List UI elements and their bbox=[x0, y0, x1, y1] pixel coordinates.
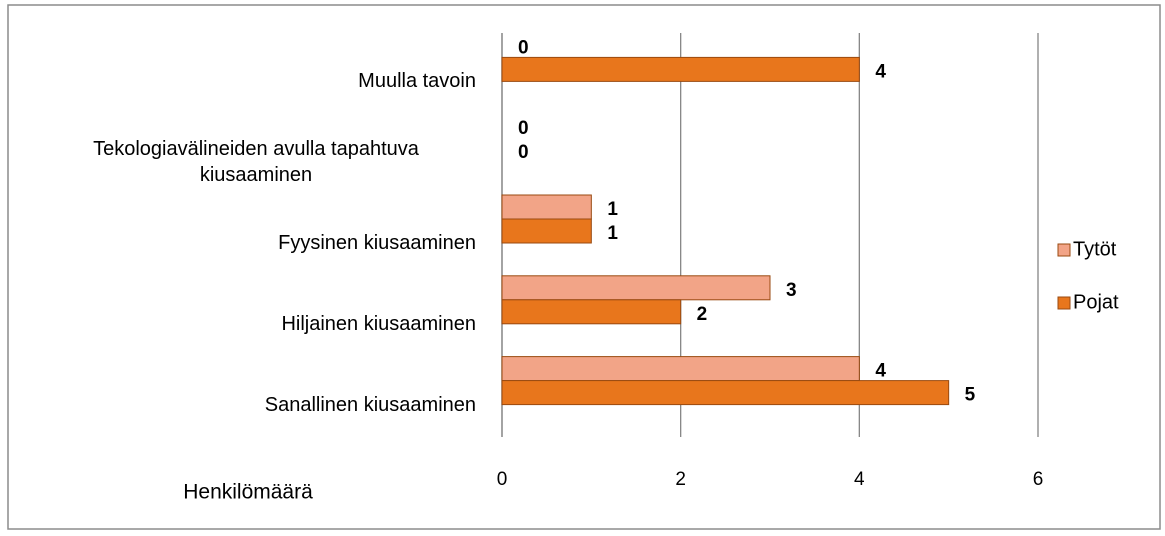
chart-border bbox=[7, 4, 1161, 530]
bar bbox=[501, 356, 860, 382]
y-tick-label: Sanallinen kiusaaminen bbox=[264, 393, 476, 416]
y-tick-label: Hiljainen kiusaaminen bbox=[281, 312, 476, 335]
data-label: 0 bbox=[518, 118, 529, 139]
legend-swatch bbox=[1057, 296, 1071, 310]
data-label: 0 bbox=[518, 142, 529, 163]
legend-label: Tytöt bbox=[1073, 238, 1117, 260]
x-tick-label: 4 bbox=[854, 469, 865, 490]
data-label: 5 bbox=[965, 385, 976, 406]
bar bbox=[501, 299, 682, 325]
x-tick-label: 6 bbox=[1033, 469, 1044, 490]
bar bbox=[501, 218, 592, 244]
bar bbox=[501, 194, 592, 220]
data-label: 1 bbox=[607, 223, 618, 244]
y-tick-label: Tekologiavälineiden avulla tapahtuva kiu… bbox=[93, 138, 419, 187]
legend-swatch bbox=[1057, 243, 1071, 257]
data-label: 1 bbox=[607, 199, 618, 220]
legend-label: Pojat bbox=[1073, 291, 1119, 313]
x-tick-label: 2 bbox=[675, 469, 686, 490]
data-label: 2 bbox=[697, 304, 708, 325]
y-tick-label: Fyysinen kiusaaminen bbox=[278, 232, 476, 254]
y-tick-label: Muulla tavoin bbox=[358, 70, 476, 93]
bar bbox=[501, 380, 950, 406]
data-label: 4 bbox=[875, 61, 886, 82]
x-tick-label: 0 bbox=[497, 469, 508, 490]
bar bbox=[501, 56, 860, 82]
bar bbox=[501, 275, 771, 301]
data-label: 4 bbox=[875, 361, 886, 382]
x-axis-title: Henkilömäärä bbox=[183, 481, 313, 504]
data-label: 0 bbox=[518, 37, 529, 58]
data-label: 3 bbox=[786, 280, 797, 301]
